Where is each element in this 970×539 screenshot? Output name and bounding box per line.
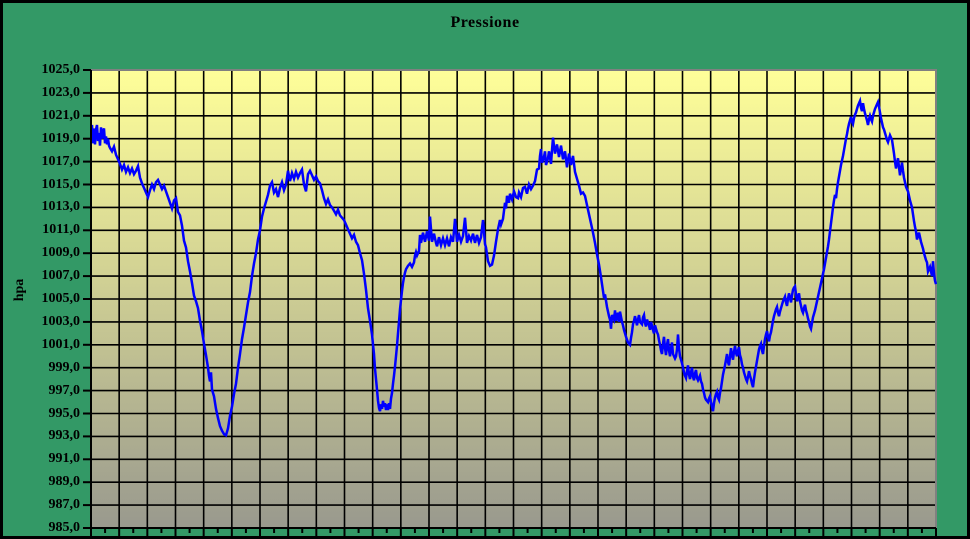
y-tick-label: 1021,0 — [41, 107, 81, 123]
pressure-line — [90, 96, 937, 438]
y-tick-label: 987,0 — [48, 497, 81, 513]
y-tick-label: 993,0 — [48, 428, 81, 444]
y-tick-label: 1015,0 — [41, 176, 81, 192]
y-tick-label: 1019,0 — [41, 130, 81, 146]
y-tick-label: 1013,0 — [41, 199, 81, 215]
y-tick-label: 997,0 — [48, 382, 81, 398]
gridlines — [91, 70, 936, 528]
chart-title: Pressione — [450, 14, 520, 31]
y-tick-label: 1025,0 — [41, 62, 81, 77]
y-tick-label: 989,0 — [48, 474, 81, 490]
y-tick-label: 1005,0 — [41, 291, 81, 306]
y-tick-label: 1017,0 — [41, 153, 81, 169]
y-tick-label: 985,0 — [48, 520, 81, 535]
y-tick-label: 1023,0 — [41, 84, 81, 100]
y-tick-label: 1003,0 — [41, 313, 81, 329]
y-tick-label: 1009,0 — [41, 245, 81, 261]
y-tick-label: 999,0 — [48, 359, 81, 375]
y-tick-label: 1001,0 — [41, 336, 81, 352]
y-tick-label: 991,0 — [48, 451, 81, 467]
y-tick-label: 1007,0 — [41, 268, 81, 284]
axes — [83, 69, 937, 537]
y-tick-label: 1011,0 — [42, 222, 80, 238]
y-tick-label: 995,0 — [48, 405, 81, 421]
